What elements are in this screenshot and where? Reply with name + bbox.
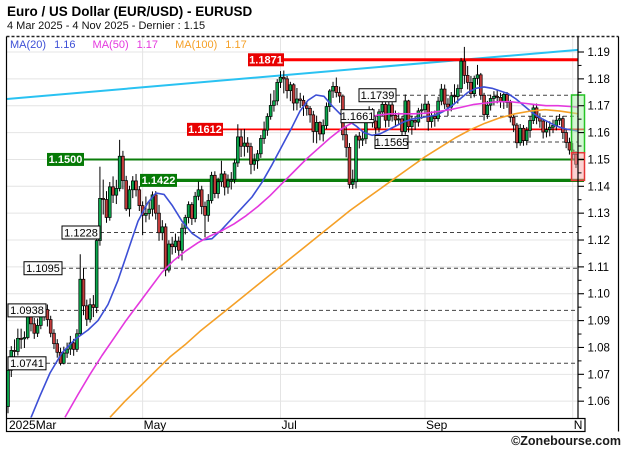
x-axis-labels: 2025Mar May Jul Sep N: [9, 418, 582, 432]
level-label-1.1612: 1.1612: [188, 124, 222, 136]
level-label-box-1.1739: [358, 88, 397, 103]
month-label-N: N: [574, 418, 583, 432]
level-label-box-1.1095: [23, 261, 63, 276]
y-tick-label-1.13: 1.13: [588, 208, 610, 220]
y-tick-label-1.16: 1.16: [588, 128, 610, 140]
rising-trendline: [6, 48, 579, 101]
ma100-legend-item: MA(100) 1.17: [175, 39, 247, 51]
y-tick-label-1.12: 1.12: [588, 235, 610, 247]
y-tick-label-1.19: 1.19: [588, 47, 610, 59]
level-label-1.1739: 1.1739: [361, 90, 395, 102]
ma20-label: MA(20): [10, 39, 47, 51]
ma-line-MA(50): [64, 100, 578, 418]
copyright: ©Zonebourse.com: [511, 434, 621, 448]
level-label-1.1228: 1.1228: [64, 227, 98, 239]
ma50-value: 1.17: [136, 39, 159, 51]
ma100-value: 1.17: [225, 39, 247, 51]
level-label-1.1871: 1.1871: [249, 55, 283, 67]
ma50-legend-item: MA(50) 1.17: [93, 39, 158, 51]
level-label-box-1.0938: [7, 303, 47, 318]
level-label-1.1565: 1.1565: [375, 137, 409, 149]
level-label-box-1.1871: [248, 53, 284, 67]
month-label-Jul: Jul: [282, 418, 297, 432]
y-tick-label-1.09: 1.09: [588, 316, 610, 328]
y-tick-label-1.07: 1.07: [588, 369, 610, 381]
page-title: Euro / US Dollar (EUR/USD) - EURUSD: [7, 4, 253, 19]
dashed-levels-layer: [46, 94, 584, 364]
level-label-1.1095: 1.1095: [26, 263, 60, 275]
ma20-legend-item: MA(20) 1.16: [10, 39, 75, 51]
chart-period-subtitle: 4 Mar 2025 - 4 Nov 2025 - Dernier : 1.15: [7, 20, 206, 32]
y-tick-label-1.14: 1.14: [588, 181, 611, 193]
ma20-value: 1.16: [54, 39, 76, 51]
level-label-box-1.1422: [140, 173, 177, 187]
level-label-1.0741: 1.0741: [10, 358, 44, 370]
level-label-box-1.0741: [7, 356, 47, 371]
y-tick-label-1.08: 1.08: [588, 342, 610, 354]
moving-averages-layer: [30, 86, 578, 418]
ma-line-MA(100): [109, 108, 578, 418]
level-label-box-1.1661: [340, 109, 375, 124]
y-tick-label-1.18: 1.18: [588, 74, 610, 86]
y-tick-label-1.11: 1.11: [588, 262, 610, 274]
y-tick-label-1.10: 1.10: [588, 289, 610, 301]
level-label-box-1.1500: [47, 152, 84, 166]
y-tick-label-1.15: 1.15: [588, 154, 610, 166]
y-tick-label-1.06: 1.06: [588, 396, 610, 408]
y-tick-label-1.17: 1.17: [588, 101, 610, 113]
level-labels-layer: 1.1871 1.1612 1.1500 1.1422 1.1739 1.1661 1.15…: [7, 53, 409, 371]
chart-frame: [5, 35, 620, 433]
ma100-label: MA(100): [175, 39, 218, 51]
level-lines-layer: [84, 58, 584, 182]
level-label-1.1422: 1.1422: [142, 175, 176, 187]
month-label-2025Mar: 2025Mar: [9, 418, 56, 432]
ma-legend: MA(20) 1.16 MA(50) 1.17 MA(100) 1.17: [10, 39, 261, 51]
level-label-1.1500: 1.1500: [49, 154, 83, 166]
level-label-box-1.1612: [187, 122, 223, 136]
x-axis-band: [5, 417, 586, 433]
level-label-box-1.1565: [374, 134, 409, 149]
ma-line-MA(20): [30, 86, 578, 418]
level-label-box-1.1228: [61, 225, 101, 240]
ma50-label: MA(50): [92, 39, 129, 51]
level-label-1.1661: 1.1661: [341, 111, 375, 123]
level-label-1.0938: 1.0938: [10, 305, 44, 317]
y-axis: 1.06 1.07 1.08 1.09 1.10 1.11 1.12 1.13 1.14 1.15…: [578, 47, 610, 408]
month-label-Sep: Sep: [426, 418, 448, 432]
month-label-May: May: [144, 418, 167, 432]
